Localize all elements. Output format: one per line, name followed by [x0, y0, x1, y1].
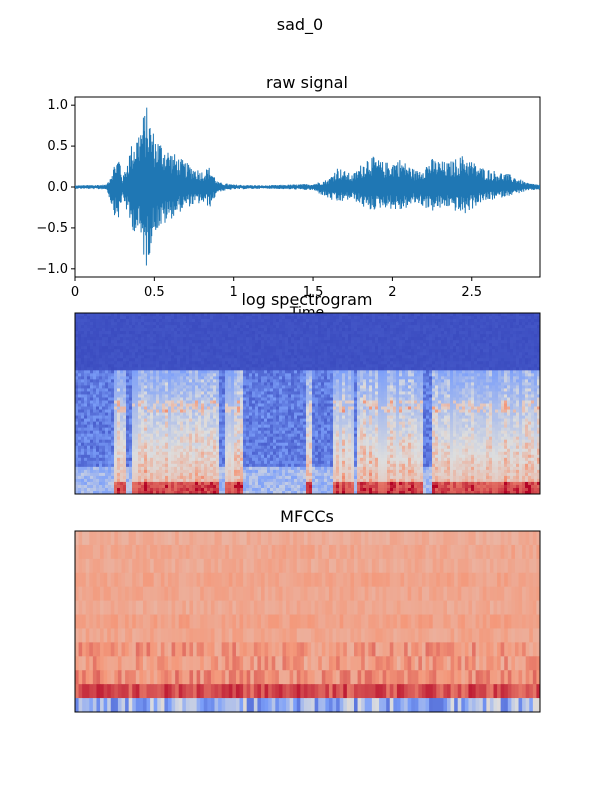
x-tick-label: 0.5 [144, 285, 165, 300]
raw-signal-y-ticks: −1.0 −0.5 0.0 0.5 1.0 [36, 98, 75, 277]
y-tick-label: 1.0 [47, 98, 68, 113]
y-tick-label: −0.5 [36, 221, 68, 236]
spectrogram-title: log spectrogram [241, 290, 372, 309]
y-tick-label: 0.0 [47, 180, 68, 195]
mfcc-title: MFCCs [280, 507, 334, 526]
mfcc-axes: MFCCs [75, 507, 541, 713]
raw-signal-title: raw signal [266, 73, 348, 92]
mfcc-heatmap [75, 531, 541, 713]
x-tick-label: 2 [388, 285, 396, 300]
x-tick-label: 2.5 [461, 285, 482, 300]
x-tick-label: 0 [71, 285, 79, 300]
figure-title: sad_0 [277, 15, 323, 35]
y-tick-label: −1.0 [36, 262, 68, 277]
spectrogram-axes: log spectrogram [75, 290, 541, 495]
spectrogram-heatmap [75, 313, 541, 495]
x-tick-label: 1 [230, 285, 238, 300]
y-tick-label: 0.5 [47, 139, 68, 154]
